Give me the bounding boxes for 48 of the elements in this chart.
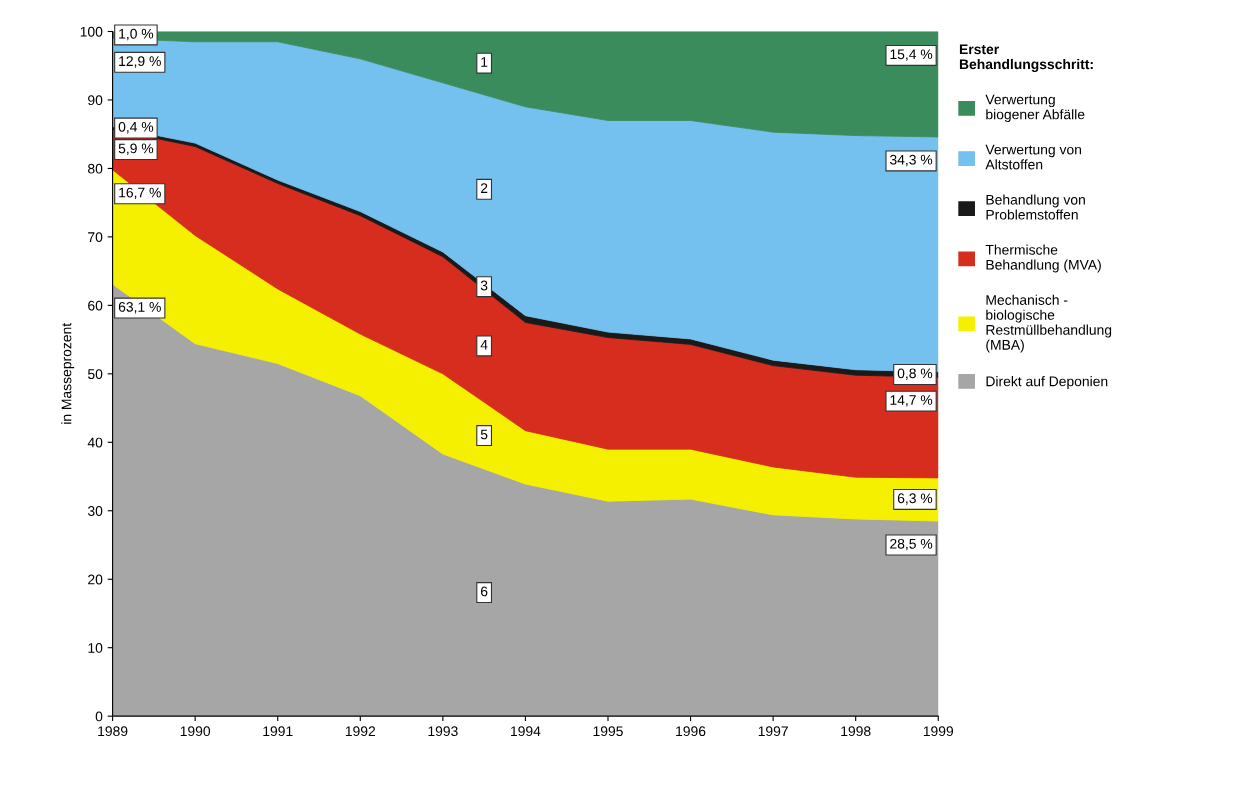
annotation: 4 <box>480 339 488 350</box>
x-tick-label: 1994 <box>511 726 541 737</box>
y-tick-label: 40 <box>87 437 103 448</box>
data-label: 0,4 % <box>118 121 154 134</box>
x-tick-label: 1999 <box>923 726 954 737</box>
y-tick-label: 80 <box>88 163 103 174</box>
data-label: 28,5 % <box>890 538 933 551</box>
x-tick-label: 1992 <box>345 726 376 737</box>
y-tick-label: 10 <box>88 643 103 653</box>
y-tick-label: 30 <box>87 506 103 516</box>
legend-label: Verwertung von Altstoffen <box>985 144 1082 170</box>
legend-title: Erster Behandlungsschritt: <box>959 44 1093 72</box>
legend-label: Mechanisch - biologische Restmüllbehandlung (MBA) <box>986 294 1112 353</box>
y-tick-label: 0 <box>95 711 103 722</box>
x-tick-label: 1993 <box>428 726 458 737</box>
data-label: 6,3 % <box>897 493 933 505</box>
data-label: 12,9 % <box>119 56 161 68</box>
x-tick-label: 1995 <box>593 726 623 737</box>
data-label: 0,8 % <box>897 368 933 380</box>
data-label: 1,0 % <box>119 28 154 41</box>
y-tick-label: 50 <box>87 369 103 379</box>
annotation: 2 <box>480 183 488 193</box>
data-label: 63,1 % <box>118 301 161 314</box>
x-tick-label: 1996 <box>676 726 706 737</box>
data-label: 14,7 % <box>890 395 933 407</box>
y-tick-label: 100 <box>80 26 103 37</box>
x-tick-label: 1998 <box>841 726 871 737</box>
legend-label: Thermische Behandlung (MVA) <box>985 244 1101 273</box>
annotation: 1 <box>481 57 488 67</box>
x-tick-label: 1989 <box>98 726 128 737</box>
data-label: 34,3 % <box>889 154 933 167</box>
x-tick-label: 1997 <box>758 726 788 737</box>
y-tick-label: 70 <box>88 232 103 243</box>
legend-label: Verwertung biogener Abfälle <box>985 94 1085 123</box>
y-tick-label: 20 <box>88 574 103 585</box>
legend-label: Behandlung von Problemstoffen <box>986 194 1085 220</box>
data-label: 15,4 % <box>890 49 933 61</box>
x-tick-label: 1991 <box>263 726 293 737</box>
annotation: 5 <box>480 429 488 440</box>
y-tick-label: 60 <box>88 300 103 311</box>
y-tick-label: 90 <box>88 95 103 106</box>
legend-label: Direkt auf Deponien <box>986 376 1108 390</box>
annotation: 6 <box>480 586 488 597</box>
annotation: 3 <box>480 280 488 291</box>
data-label: 5,9 % <box>118 143 154 155</box>
data-label: 16,7 % <box>119 187 161 200</box>
x-tick-label: 1990 <box>180 726 211 737</box>
y-axis-title: in Masseprozent <box>61 322 75 424</box>
